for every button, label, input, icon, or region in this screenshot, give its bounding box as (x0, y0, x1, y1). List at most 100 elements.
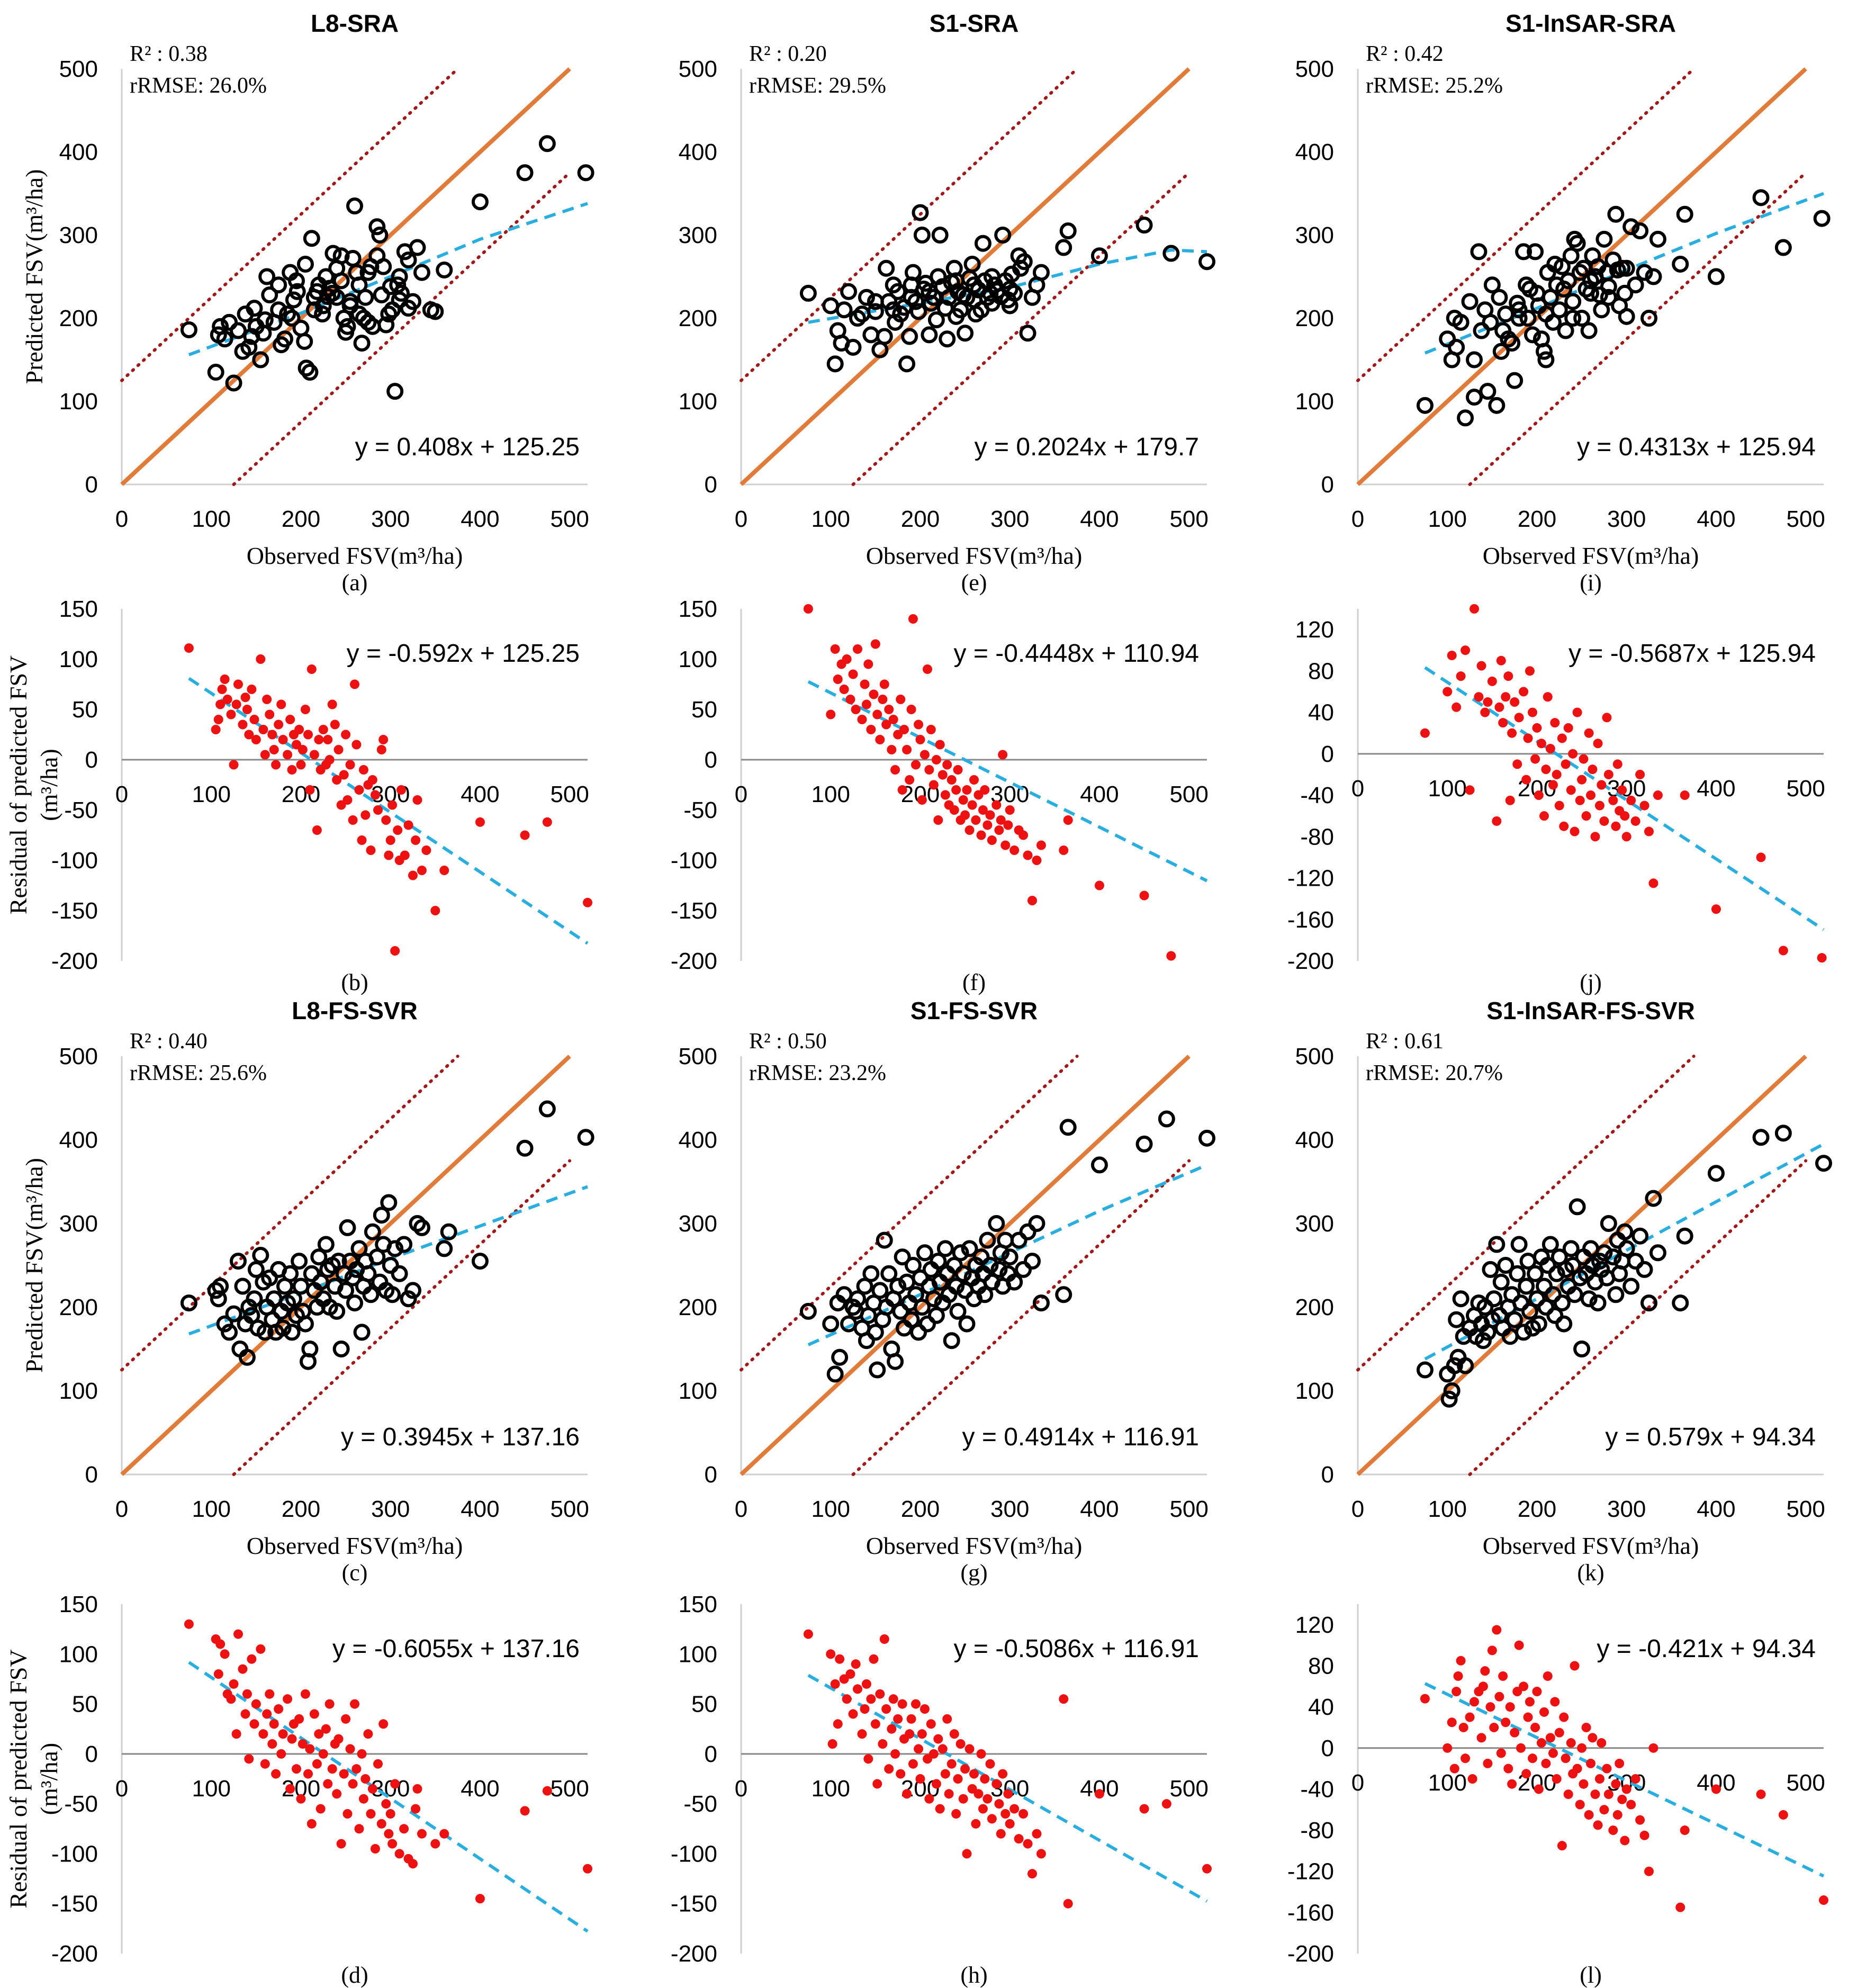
data-point (230, 1253, 247, 1270)
residual-point (875, 735, 885, 744)
residual-point (1819, 1895, 1828, 1905)
data-point (885, 301, 902, 319)
residual-point (860, 679, 870, 689)
residual-point (1778, 946, 1788, 956)
residual-point (1059, 1694, 1069, 1704)
residual-point (985, 810, 995, 820)
y-tick-label: -50 (64, 1791, 98, 1817)
residual-point (1420, 728, 1430, 738)
data-point (1676, 1227, 1693, 1245)
x-tick-label: 300 (990, 1496, 1029, 1522)
data-point (350, 305, 368, 323)
residual-point (258, 725, 268, 734)
data-point (1645, 268, 1662, 285)
residual-point (1588, 1733, 1598, 1743)
x-tick-label: 100 (812, 506, 850, 532)
data-point (1509, 1265, 1526, 1282)
x-tick-label: 300 (1607, 1496, 1646, 1522)
residual-point (878, 695, 888, 704)
residual-point (1602, 713, 1612, 723)
residual-point (1530, 754, 1540, 764)
residual-point (378, 735, 389, 744)
equation-text: y = -0.4448x + 110.94 (954, 640, 1199, 668)
residual-point (835, 1654, 845, 1664)
data-point (362, 1286, 380, 1303)
residual-point (962, 1849, 972, 1859)
residual-point (833, 674, 843, 684)
data-point (1604, 1248, 1622, 1266)
data-point (377, 316, 395, 334)
data-point (979, 1231, 996, 1249)
residual-point (542, 817, 552, 827)
residual-point (421, 845, 431, 855)
panel-title: S1-InSAR-SRA (1506, 10, 1676, 37)
residual-point (857, 1729, 867, 1739)
residual-point (351, 1764, 362, 1774)
residual-point (848, 669, 858, 679)
panel-g: 0 100 200 300 400 500 0 100 200 300 400 500 S1-FS-SV… (679, 997, 1215, 1586)
residual-point (884, 1764, 894, 1774)
residual-point (1501, 692, 1511, 702)
residual-point (887, 745, 897, 754)
data-point (285, 291, 302, 309)
residual-point (283, 750, 293, 760)
data-point (948, 1278, 965, 1295)
residual-point (1579, 1779, 1589, 1789)
residual-point (345, 760, 355, 770)
residual-point (1000, 1809, 1011, 1819)
data-point (1589, 1294, 1607, 1312)
residual-point (1680, 790, 1690, 800)
residual-point (1639, 1830, 1649, 1840)
residual-point (1005, 1819, 1015, 1829)
data-point (1515, 243, 1533, 260)
residual-point (914, 1744, 924, 1754)
data-point (344, 1269, 362, 1287)
y-tick-label: -200 (51, 1941, 98, 1967)
residual-point (1014, 1834, 1024, 1844)
data-point (1815, 1155, 1832, 1172)
residual-point (1496, 655, 1506, 665)
data-point (368, 218, 386, 236)
data-point (359, 1265, 377, 1282)
x-tick-label: 100 (192, 1776, 231, 1802)
y-tick-label: 200 (679, 1294, 717, 1320)
data-point (436, 261, 453, 278)
data-point (1600, 1215, 1617, 1232)
data-point (1416, 397, 1434, 414)
residual-point (1480, 707, 1490, 717)
residual-point (1009, 1804, 1020, 1814)
data-point (1537, 351, 1555, 368)
data-point (1555, 281, 1573, 298)
residual-point (220, 674, 230, 684)
residual-point (911, 760, 921, 770)
residual-point (211, 725, 221, 734)
data-point (1542, 1236, 1559, 1253)
residual-point (1635, 1815, 1645, 1825)
residual-point (842, 654, 852, 664)
residual-point (278, 1729, 288, 1739)
data-point (296, 332, 313, 350)
residual-point (998, 1769, 1008, 1779)
residual-point (296, 760, 306, 770)
residual-point (381, 1799, 391, 1809)
residual-point (1461, 1753, 1471, 1764)
data-point (301, 1341, 319, 1357)
trend-line (807, 680, 1208, 883)
residual-point (1612, 1810, 1622, 1820)
data-point (1518, 1278, 1535, 1295)
residual-point (1514, 713, 1524, 723)
residual-point (256, 654, 266, 664)
residual-point (184, 643, 194, 653)
residual-point (1539, 811, 1549, 821)
data-point (907, 293, 924, 310)
residual-point (1617, 1794, 1627, 1804)
y-axis-label-line: (m³/ha) (35, 749, 62, 821)
residual-point (1525, 666, 1535, 676)
residual-point (1018, 830, 1029, 840)
residual-point (542, 1786, 552, 1796)
x-tick-label: 500 (550, 506, 589, 532)
data-point (207, 1282, 224, 1299)
panel-caption: (k) (1577, 1560, 1604, 1586)
residual-point (327, 1764, 337, 1774)
residual-point (1449, 1764, 1459, 1774)
